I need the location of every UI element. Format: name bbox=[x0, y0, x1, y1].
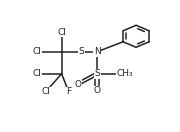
Text: S: S bbox=[78, 47, 84, 56]
Text: Cl: Cl bbox=[32, 69, 41, 78]
Text: Cl: Cl bbox=[32, 47, 41, 56]
Text: Cl: Cl bbox=[41, 87, 50, 96]
Text: S: S bbox=[94, 69, 100, 78]
Text: N: N bbox=[94, 47, 100, 56]
Text: F: F bbox=[66, 87, 71, 96]
Text: O: O bbox=[74, 80, 81, 89]
Text: O: O bbox=[94, 86, 101, 95]
Text: Cl: Cl bbox=[57, 28, 66, 37]
Text: CH₃: CH₃ bbox=[117, 69, 133, 78]
